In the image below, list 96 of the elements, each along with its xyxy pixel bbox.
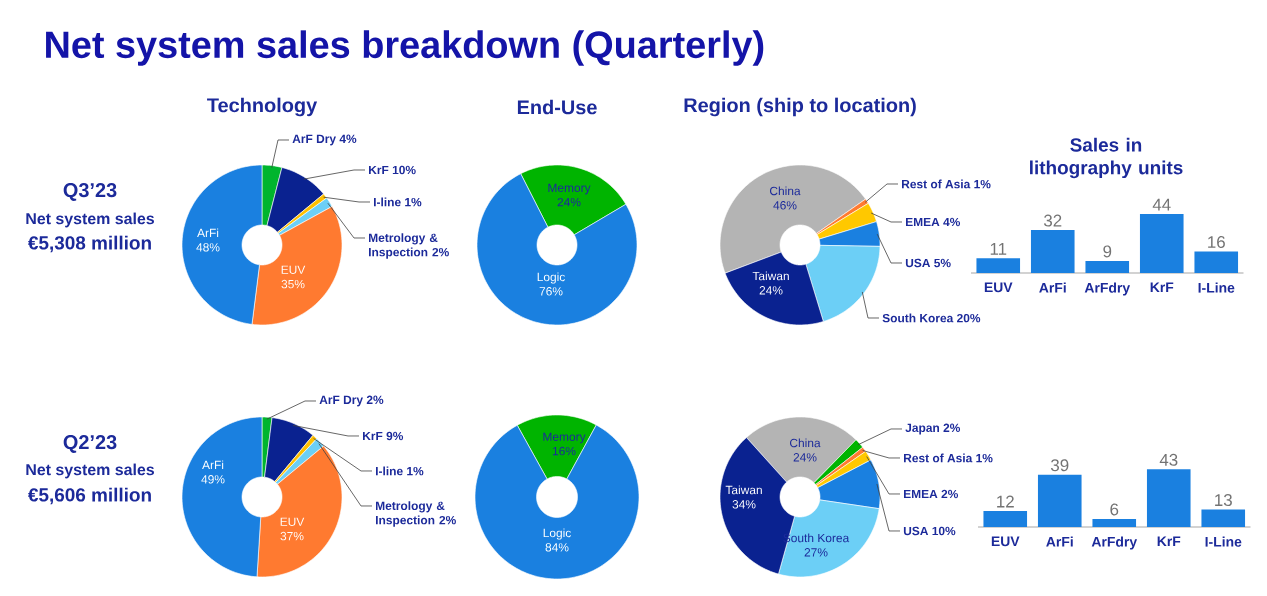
data-label: 1% bbox=[974, 179, 991, 189]
x-tick-label: KrF bbox=[1157, 536, 1181, 547]
data-label: 2% bbox=[432, 247, 449, 257]
data-label: 4% bbox=[943, 217, 961, 227]
data-label: 20% bbox=[957, 313, 981, 323]
data-label: 24% bbox=[793, 453, 817, 462]
data-label: 46% bbox=[773, 201, 797, 210]
slice-label: KrF bbox=[363, 431, 383, 441]
x-tick-label: ArFdry bbox=[1084, 282, 1131, 296]
data-label: 35% bbox=[281, 279, 305, 289]
data-label: 4% bbox=[339, 134, 357, 143]
slice-label: EMEA bbox=[904, 489, 938, 499]
chart-title: End-Use bbox=[517, 99, 597, 115]
slice-label: Memory bbox=[548, 183, 591, 195]
data-label: 2% bbox=[366, 395, 384, 405]
slice-label: China bbox=[790, 438, 821, 448]
slice-label: EMEA bbox=[906, 217, 940, 227]
slice-label: South Korea bbox=[882, 313, 954, 323]
bar bbox=[1146, 469, 1191, 527]
data-label: 9% bbox=[386, 431, 404, 441]
x-tick-label: ArFi bbox=[1039, 282, 1066, 293]
data-label: 76% bbox=[539, 287, 563, 296]
data-label: 32 bbox=[1043, 214, 1062, 227]
data-label: 5% bbox=[934, 258, 951, 268]
slice-label: ArF Dry bbox=[319, 395, 363, 407]
data-label: 16 bbox=[1208, 236, 1225, 249]
data-label: 37% bbox=[280, 531, 304, 541]
chart-title: Technology bbox=[207, 97, 318, 117]
slice-label: ArFi bbox=[202, 460, 224, 470]
x-tick-label: ArFdry bbox=[1091, 536, 1138, 550]
x-tick-label: I-Line bbox=[1198, 282, 1235, 293]
slice-label: Taiwan bbox=[752, 271, 789, 281]
text: Net system sales breakdown (Quarterly) bbox=[46, 30, 764, 66]
data-label: 9 bbox=[1103, 245, 1112, 258]
data-label: 11 bbox=[990, 243, 1007, 255]
data-label: 34% bbox=[732, 500, 756, 509]
slice-label: USA bbox=[905, 258, 931, 268]
data-label: 12 bbox=[997, 495, 1014, 508]
bar bbox=[1194, 251, 1239, 273]
data-label: 1% bbox=[405, 197, 422, 207]
x-tick-label: ArFi bbox=[1046, 536, 1073, 547]
slice-label: Rest of Asia bbox=[902, 179, 971, 189]
data-label: 1% bbox=[407, 466, 424, 476]
data-label: 44 bbox=[1152, 198, 1171, 211]
x-tick-label: EUV bbox=[991, 536, 1020, 547]
bar bbox=[1085, 260, 1130, 273]
chart-title: Region (ship to location) bbox=[684, 97, 916, 117]
slice-label: I-line bbox=[374, 197, 401, 207]
text: Net system sales bbox=[26, 463, 154, 479]
bar bbox=[983, 510, 1028, 527]
data-label: 10% bbox=[932, 526, 956, 536]
data-label: 24% bbox=[557, 197, 581, 207]
chart-title: Sales in lithography units bbox=[1030, 137, 1183, 179]
text: Q3’23 bbox=[63, 183, 117, 201]
slice-label: ArF Dry bbox=[292, 134, 336, 146]
bar bbox=[1037, 474, 1082, 527]
slice-label: EUV bbox=[281, 265, 306, 274]
text: €5,308 million bbox=[28, 235, 151, 253]
bar bbox=[1030, 230, 1075, 273]
bar bbox=[1201, 509, 1246, 527]
slice-label: I-line bbox=[376, 466, 403, 476]
bar bbox=[1139, 214, 1184, 273]
data-label: 39 bbox=[1050, 459, 1069, 472]
slice-label: EUV bbox=[280, 517, 305, 526]
x-tick-label: EUV bbox=[984, 282, 1013, 293]
slice-label: KrF bbox=[369, 165, 389, 175]
data-label: 10% bbox=[392, 165, 416, 175]
data-label: 48% bbox=[196, 243, 220, 252]
data-label: 43 bbox=[1159, 453, 1178, 466]
data-label: 49% bbox=[201, 475, 225, 484]
data-label: 24% bbox=[759, 286, 783, 295]
x-tick-label: KrF bbox=[1150, 282, 1174, 293]
slice-label: Logic bbox=[543, 528, 571, 540]
slice-label: Logic bbox=[537, 272, 565, 284]
slice-label: USA bbox=[903, 526, 929, 536]
data-label: 6 bbox=[1110, 503, 1119, 516]
data-label: 13 bbox=[1215, 494, 1232, 507]
bar bbox=[1092, 518, 1137, 527]
data-label: 1% bbox=[976, 453, 993, 463]
slice-label: Japan bbox=[905, 423, 940, 435]
data-label: 84% bbox=[545, 543, 569, 552]
bar bbox=[976, 258, 1021, 273]
data-label: 16% bbox=[552, 446, 576, 456]
slice-label: Rest of Asia bbox=[904, 453, 973, 463]
slice-label: Memory bbox=[543, 432, 586, 444]
data-label: 2% bbox=[943, 423, 961, 433]
slice-label: ArFi bbox=[197, 228, 219, 238]
data-label: 2% bbox=[439, 515, 456, 525]
data-label: 27% bbox=[804, 548, 828, 557]
data-label: 2% bbox=[941, 489, 959, 499]
slice-label: Taiwan bbox=[725, 485, 762, 495]
slice-label: China bbox=[770, 186, 801, 196]
text: Net system sales bbox=[26, 212, 154, 228]
x-tick-label: I-Line bbox=[1205, 536, 1242, 547]
text: Q2’23 bbox=[63, 435, 117, 453]
text: €5,606 million bbox=[28, 487, 151, 505]
